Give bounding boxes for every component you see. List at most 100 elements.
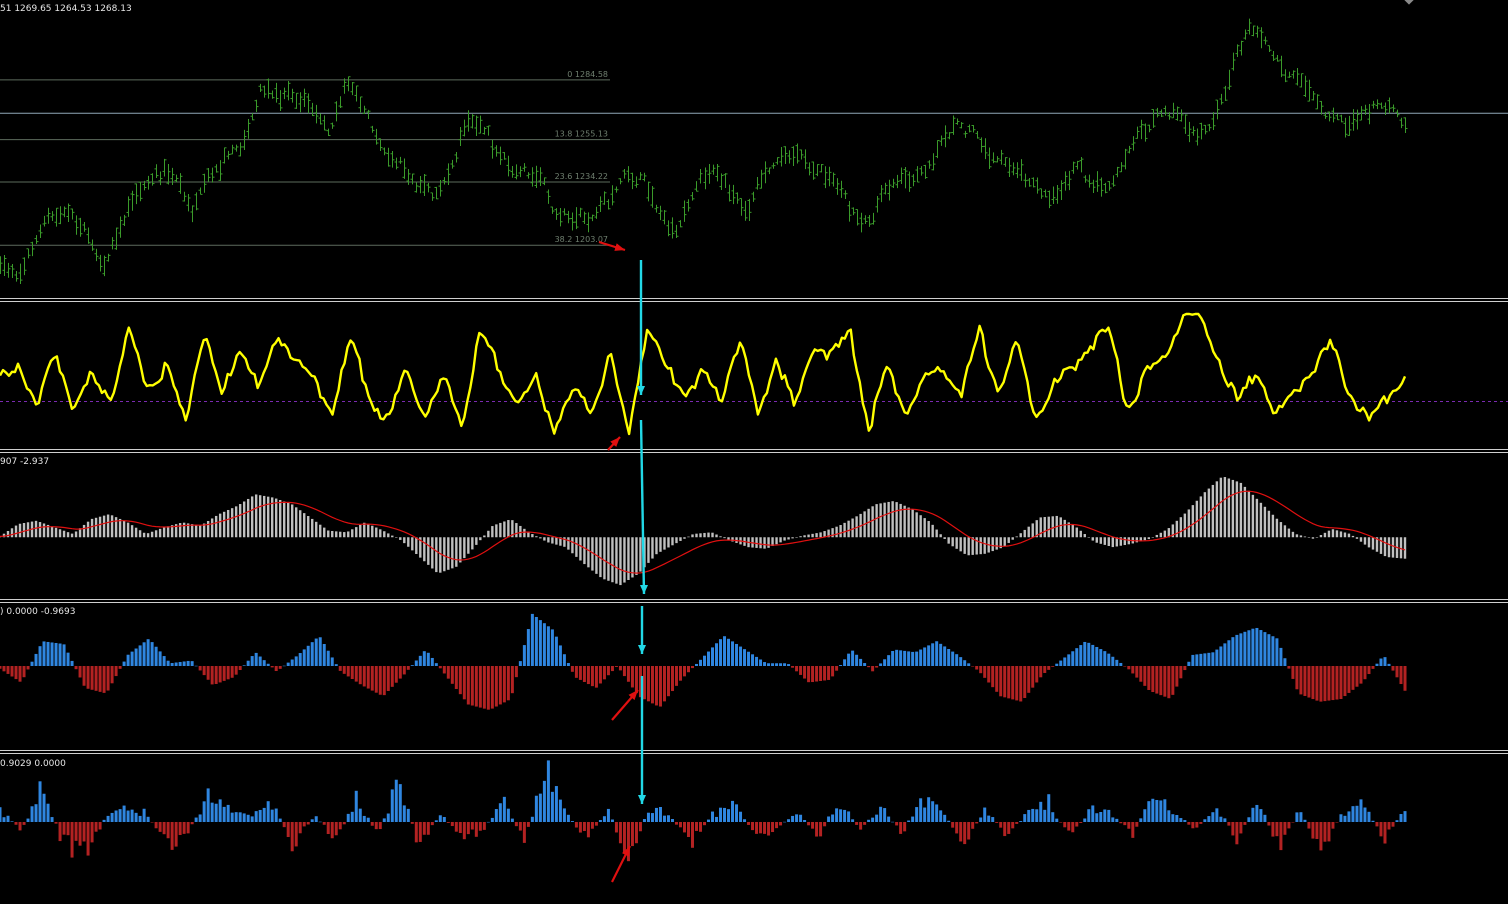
histogram-1-svg[interactable] [0, 603, 1508, 750]
macd-bar [659, 537, 662, 552]
panel-separator-1[interactable] [0, 298, 1508, 299]
macd-bar [122, 520, 126, 538]
histogram-1-bar [903, 650, 907, 666]
histogram-1-bar [630, 666, 634, 688]
histogram-1-bar [851, 650, 855, 666]
macd-bar [731, 537, 734, 542]
histogram-2-bar [682, 822, 686, 833]
price-panel[interactable]: 51 1269.65 1264.53 1268.13 0 1284.58 13.8… [0, 0, 1508, 298]
histogram-1-bar [582, 666, 586, 682]
histogram-2-bar [14, 822, 18, 825]
ohlc-bars [0, 18, 1408, 284]
histogram-1-bar [1287, 666, 1291, 669]
macd-bar [403, 537, 406, 544]
histogram-1-bar [510, 666, 514, 694]
histogram-1-bar [678, 666, 682, 681]
histogram-2-bar [606, 808, 610, 822]
histogram-2-bar [358, 808, 362, 822]
histogram-2-bar [362, 815, 366, 822]
macd-bar [799, 536, 802, 538]
histogram-1-bar [606, 666, 610, 676]
histogram-2-bar [458, 822, 462, 834]
histogram-2-bar [10, 821, 14, 822]
histogram-2-bar [602, 816, 606, 822]
histogram-1-bar [594, 666, 598, 688]
panel-separator-2[interactable] [0, 449, 1508, 450]
macd-bar [423, 537, 426, 562]
histogram-2-readout: 0.9029 0.0000 [0, 759, 66, 769]
histogram-panel-1[interactable]: ) 0.0000 -0.9693 [0, 603, 1508, 750]
macd-panel[interactable]: 907 -2.937 [0, 453, 1508, 599]
macd-bar [1143, 537, 1147, 541]
histogram-1-bar [1031, 666, 1035, 688]
histogram-2-bar [1163, 799, 1167, 822]
panel-separator-4[interactable] [0, 750, 1508, 751]
histogram-2-bar [703, 822, 707, 826]
macd-bar [1079, 530, 1082, 538]
histogram-1-bar [118, 666, 122, 669]
histogram-2-bar [510, 818, 514, 822]
macd-bar [150, 531, 154, 538]
histogram-1-bar [1055, 663, 1059, 666]
histogram-2-bar [1167, 810, 1171, 822]
histogram-1-bar [418, 655, 422, 666]
histogram-2-bar [690, 822, 694, 848]
histogram-2-bar [150, 822, 154, 823]
macd-bar [178, 523, 182, 538]
histogram-2-bar [630, 822, 634, 847]
histogram-2-bar [134, 812, 138, 822]
histogram-2-bar [86, 822, 90, 856]
histogram-1-bar [859, 658, 863, 666]
histogram-2-bar [182, 822, 186, 834]
histogram-2-bar [534, 795, 538, 822]
macd-chart-svg[interactable] [0, 453, 1508, 599]
histogram-2-bar [1219, 816, 1223, 822]
macd-bar [1043, 517, 1046, 538]
histogram-1-bar [342, 666, 346, 674]
histogram-2-bar [803, 819, 807, 822]
histogram-panel-2[interactable]: 0.9029 0.0000 [0, 754, 1508, 904]
histogram-2-bar [1039, 801, 1043, 822]
histogram-2-bar [370, 822, 374, 826]
oscillator-panel[interactable] [0, 302, 1508, 449]
histogram-2-bar [1291, 822, 1295, 823]
oscillator-line [0, 312, 1407, 436]
histogram-2-bar [767, 822, 771, 836]
macd-bar [551, 537, 554, 544]
histogram-2-bar [246, 814, 250, 822]
histogram-2-bar [919, 798, 923, 822]
histogram-2-bar [354, 790, 358, 822]
histogram-2-bar [614, 822, 618, 833]
histogram-2-bar [983, 807, 987, 822]
fib-label: 23.6 1234.22 [555, 172, 608, 181]
macd-bar [535, 536, 538, 538]
histogram-2-bar [658, 806, 662, 822]
histogram-1-bar [270, 666, 274, 668]
histogram-2-bar [1307, 822, 1311, 829]
macd-bar [1251, 494, 1255, 538]
macd-bar [1215, 481, 1219, 538]
macd-bar [1083, 534, 1086, 538]
histogram-2-bar [1263, 814, 1267, 822]
histogram-1-bar [1323, 666, 1327, 702]
histogram-2-bar [763, 822, 767, 834]
histogram-1-bar [366, 666, 370, 689]
histogram-1-bar [102, 666, 106, 693]
histogram-1-bar [923, 647, 927, 666]
histogram-1-bar [1403, 666, 1407, 691]
macd-bar [1399, 537, 1403, 559]
histogram-1-bar [54, 642, 58, 666]
histogram-1-bar [78, 666, 82, 678]
histogram-1-bar [807, 666, 811, 683]
histogram-1-bar [622, 666, 626, 677]
price-chart-svg[interactable]: 0 1284.58 13.8 1255.13 23.6 1234.22 38.2 12… [0, 0, 1508, 298]
macd-bar [1383, 537, 1387, 557]
histogram-2-bar [694, 822, 698, 831]
histogram-2-bar [402, 805, 406, 822]
histogram-2-svg[interactable] [0, 754, 1508, 904]
macd-bar [687, 536, 690, 538]
oscillator-chart-svg[interactable] [0, 302, 1508, 449]
macd-bar [82, 524, 86, 538]
panel-separator-3[interactable] [0, 599, 1508, 600]
macd-bar [547, 537, 550, 543]
